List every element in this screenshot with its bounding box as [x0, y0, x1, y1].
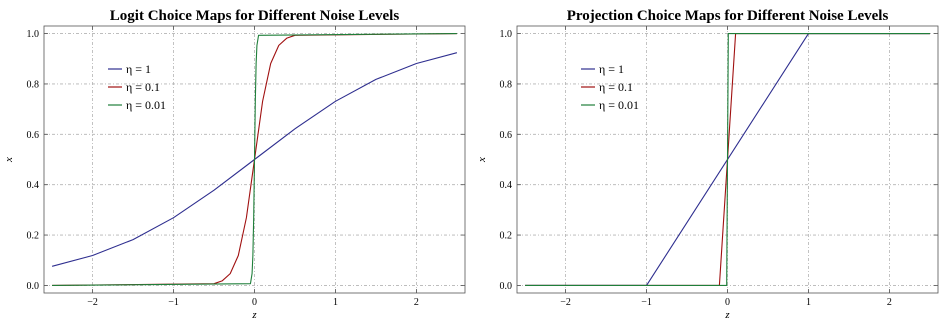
y-tick-label: 0.8 — [500, 79, 513, 90]
x-tick-label: 2 — [887, 297, 892, 308]
y-tick-label: 1.0 — [500, 29, 513, 40]
chart-title: Logit Choice Maps for Different Noise Le… — [110, 8, 400, 24]
y-tick-label: 0.2 — [27, 231, 40, 242]
y-axis-label: x — [476, 157, 488, 163]
projection-chart-panel: Projection Choice Maps for Different Noi… — [473, 0, 946, 320]
legend-label: η = 1 — [599, 62, 624, 76]
x-tick-label: 0 — [725, 297, 730, 308]
x-tick-label: 1 — [806, 297, 811, 308]
legend-label: η = 0.1 — [126, 80, 160, 94]
y-tick-label: 0.6 — [27, 130, 40, 141]
chart-title: Projection Choice Maps for Different Noi… — [567, 8, 889, 24]
x-axis-label: z — [251, 309, 257, 320]
y-tick-label: 0.8 — [27, 79, 40, 90]
y-tick-label: 1.0 — [27, 29, 40, 40]
y-tick-label: 0.4 — [27, 180, 40, 191]
y-tick-label: 0.2 — [500, 231, 513, 242]
y-tick-label: 0.0 — [27, 281, 40, 292]
legend-label: η = 0.1 — [599, 80, 633, 94]
y-tick-label: 0.4 — [500, 180, 513, 191]
x-axis-label: z — [724, 309, 730, 320]
series-line-2 — [52, 33, 457, 286]
x-tick-label: −1 — [168, 297, 179, 308]
projection-chart: Projection Choice Maps for Different Noi… — [476, 8, 939, 320]
x-tick-label: −1 — [641, 297, 652, 308]
legend-label: η = 0.01 — [599, 98, 639, 112]
x-tick-label: 2 — [414, 297, 419, 308]
series-line-2 — [525, 33, 930, 286]
x-tick-label: −2 — [560, 297, 571, 308]
logit-chart: Logit Choice Maps for Different Noise Le… — [3, 8, 466, 320]
x-tick-label: 0 — [252, 297, 257, 308]
legend-label: η = 0.01 — [126, 98, 166, 112]
y-axis-label: x — [3, 157, 15, 163]
logit-chart-panel: Logit Choice Maps for Different Noise Le… — [3, 8, 466, 320]
legend-label: η = 1 — [126, 62, 151, 76]
y-tick-label: 0.0 — [500, 281, 513, 292]
x-tick-label: −2 — [87, 297, 98, 308]
y-tick-label: 0.6 — [500, 130, 513, 141]
x-tick-label: 1 — [333, 297, 338, 308]
